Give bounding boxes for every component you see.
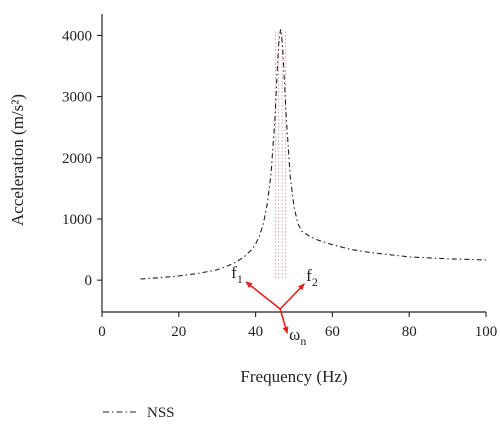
y-axis-ticks: 0 1000 2000 3000 4000 — [62, 28, 102, 289]
peak-marker-lines — [275, 30, 287, 279]
annotation-arrow — [279, 283, 305, 310]
x-tick-label: 0 — [98, 324, 106, 340]
y-axis-title: Acceleration (m/s²) — [8, 94, 27, 226]
series-line-nss — [140, 29, 487, 280]
x-tick-label: 60 — [325, 324, 340, 340]
legend: NSS — [103, 405, 175, 421]
annotation-label: ωn — [289, 325, 306, 348]
y-tick-label: 4000 — [62, 28, 92, 44]
legend-label-nss: NSS — [147, 405, 175, 421]
y-tick-label: 0 — [85, 273, 93, 289]
x-tick-label: 20 — [171, 324, 186, 340]
series-layer — [140, 29, 487, 280]
x-axis-title: Frequency (Hz) — [240, 367, 347, 386]
x-tick-label: 100 — [475, 324, 498, 340]
y-tick-label: 2000 — [62, 151, 92, 167]
x-axis-ticks: 0 20 40 60 80 100 — [98, 312, 497, 340]
annotation-label: f2 — [306, 266, 318, 289]
annotation-label: f1 — [231, 263, 243, 286]
annotations: f1 f2 ωn — [231, 263, 318, 348]
y-tick-label: 3000 — [62, 90, 92, 106]
annotation-arrow — [279, 308, 289, 334]
x-tick-label: 40 — [248, 324, 263, 340]
y-tick-label: 1000 — [62, 212, 92, 228]
annotation-arrow — [245, 281, 281, 310]
x-tick-label: 80 — [402, 324, 417, 340]
